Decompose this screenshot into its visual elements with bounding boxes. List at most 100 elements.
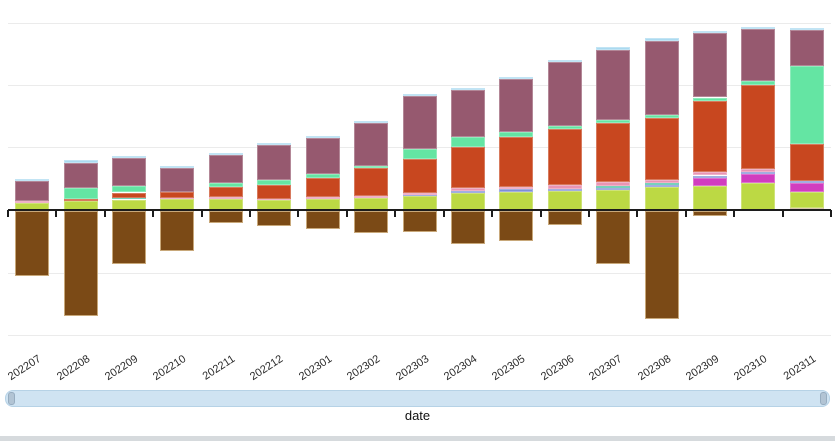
bar-segment-mauve-purple[interactable]	[644, 40, 679, 115]
bar-segment-mauve-purple[interactable]	[692, 33, 727, 98]
bar-segment-brown[interactable]	[692, 211, 727, 216]
bar-segment-lime-green[interactable]	[208, 199, 243, 210]
bar-segment-mauve-purple[interactable]	[208, 154, 243, 183]
bar-segment-mauve-purple[interactable]	[15, 180, 50, 201]
bar-segment-light-blue-cap[interactable]	[112, 155, 147, 159]
bar-segment-brown[interactable]	[547, 211, 582, 225]
bar-segment-cornflower-blue[interactable]	[789, 181, 824, 184]
bar-segment-cornflower-blue[interactable]	[547, 189, 582, 192]
bar-segment-mint-green[interactable]	[692, 97, 727, 101]
bar-segment-mauve-purple[interactable]	[112, 158, 147, 186]
bar-segment-light-blue-cap[interactable]	[354, 121, 389, 124]
bar-segment-mauve-purple[interactable]	[402, 96, 437, 149]
bar-segment-lime-green[interactable]	[402, 196, 437, 210]
bar-segment-mint-green[interactable]	[305, 173, 340, 179]
date-range-scrollbar[interactable]	[5, 390, 830, 407]
bar-segment-pink[interactable]	[208, 197, 243, 199]
bar-segment-pink[interactable]	[305, 196, 340, 199]
bar-segment-red-orange[interactable]	[789, 144, 824, 181]
bar-segment-mint-green[interactable]	[789, 66, 824, 145]
bar-segment-mint-green[interactable]	[499, 132, 534, 137]
bar-segment-brown[interactable]	[644, 211, 679, 319]
bar-segment-mauve-purple[interactable]	[741, 29, 776, 81]
bar-segment-red-orange[interactable]	[208, 186, 243, 198]
bar-segment-mint-green[interactable]	[644, 115, 679, 118]
bar-segment-brown[interactable]	[499, 211, 534, 241]
bar-segment-pink[interactable]	[354, 196, 389, 198]
bar-segment-lime-green[interactable]	[450, 193, 485, 210]
bar-segment-cornflower-blue[interactable]	[741, 171, 776, 174]
bar-segment-teal[interactable]	[112, 197, 147, 200]
bar-segment-pink[interactable]	[741, 169, 776, 172]
bar-segment-red-orange[interactable]	[499, 136, 534, 187]
bar-segment-light-blue-cap[interactable]	[499, 76, 534, 79]
bar-segment-mauve-purple[interactable]	[305, 138, 340, 174]
bar-segment-mint-green[interactable]	[257, 180, 292, 185]
bar-segment-red-orange[interactable]	[63, 198, 98, 201]
bar-segment-brown[interactable]	[208, 211, 243, 223]
bar-segment-mint-green[interactable]	[547, 126, 582, 129]
bar-segment-cornflower-blue[interactable]	[450, 191, 485, 193]
bar-segment-light-blue-cap[interactable]	[547, 60, 582, 63]
bar-segment-light-blue-cap[interactable]	[692, 30, 727, 34]
bar-segment-red-orange[interactable]	[596, 123, 631, 183]
bar-segment-mint-green[interactable]	[741, 80, 776, 85]
bar-segment-brown[interactable]	[354, 211, 389, 233]
bar-segment-red-orange[interactable]	[644, 118, 679, 180]
bar-segment-red-orange[interactable]	[450, 146, 485, 189]
bar-segment-mint-green[interactable]	[402, 149, 437, 159]
bar-segment-mauve-purple[interactable]	[596, 50, 631, 120]
bar-segment-brown[interactable]	[63, 211, 98, 316]
bar-segment-red-orange[interactable]	[741, 85, 776, 169]
bar-segment-teal[interactable]	[644, 183, 679, 185]
bar-segment-pink[interactable]	[160, 197, 195, 200]
bar-segment-magenta[interactable]	[741, 174, 776, 184]
bar-segment-light-blue-cap[interactable]	[15, 178, 50, 181]
bar-segment-red-orange[interactable]	[547, 128, 582, 185]
bar-segment-lime-green[interactable]	[644, 187, 679, 210]
bar-segment-pink[interactable]	[499, 186, 534, 190]
bar-segment-mauve-purple[interactable]	[354, 123, 389, 166]
scrollbar-right-handle[interactable]	[820, 392, 827, 405]
bar-segment-lime-green[interactable]	[354, 198, 389, 210]
bar-segment-mint-green[interactable]	[354, 165, 389, 169]
bar-segment-cornflower-blue[interactable]	[499, 189, 534, 192]
bar-segment-mauve-purple[interactable]	[257, 145, 292, 180]
bar-segment-light-blue-cap[interactable]	[257, 143, 292, 146]
bar-segment-lime-green[interactable]	[499, 191, 534, 210]
bar-segment-pink[interactable]	[644, 179, 679, 183]
bar-segment-mint-green[interactable]	[596, 120, 631, 123]
bar-segment-red-orange[interactable]	[692, 100, 727, 173]
bar-segment-pink[interactable]	[450, 188, 485, 191]
bar-segment-mauve-purple[interactable]	[547, 62, 582, 126]
bar-segment-pink[interactable]	[257, 198, 292, 201]
bar-segment-magenta[interactable]	[692, 178, 727, 186]
bar-segment-cornflower-blue[interactable]	[644, 185, 679, 187]
bar-segment-red-orange[interactable]	[112, 192, 147, 198]
bar-segment-light-blue-cap[interactable]	[305, 136, 340, 139]
bar-segment-teal[interactable]	[596, 185, 631, 188]
bar-segment-mint-green[interactable]	[208, 182, 243, 187]
bar-segment-light-blue-cap[interactable]	[789, 28, 824, 31]
bar-segment-brown[interactable]	[15, 211, 50, 276]
bar-segment-mauve-purple[interactable]	[499, 79, 534, 133]
bar-segment-light-blue-cap[interactable]	[596, 47, 631, 50]
bar-segment-mauve-purple[interactable]	[63, 162, 98, 188]
bar-segment-brown[interactable]	[305, 211, 340, 229]
bar-segment-light-blue-cap[interactable]	[402, 94, 437, 96]
bar-segment-cornflower-blue[interactable]	[402, 194, 437, 196]
bar-segment-lime-green[interactable]	[257, 200, 292, 210]
bar-segment-lime-green[interactable]	[15, 202, 50, 210]
bar-segment-cornflower-blue[interactable]	[596, 188, 631, 190]
bar-segment-lime-green[interactable]	[547, 191, 582, 210]
bar-segment-lime-green[interactable]	[305, 198, 340, 210]
bar-segment-magenta[interactable]	[789, 183, 824, 192]
bar-segment-mauve-purple[interactable]	[160, 168, 195, 192]
bar-segment-mint-green[interactable]	[63, 187, 98, 199]
bar-segment-light-blue-cap[interactable]	[644, 38, 679, 41]
bar-segment-brown[interactable]	[450, 211, 485, 244]
bar-segment-lime-green[interactable]	[63, 200, 98, 210]
bar-segment-mauve-purple[interactable]	[450, 90, 485, 137]
bar-segment-red-orange[interactable]	[160, 191, 195, 198]
bar-segment-mint-green[interactable]	[112, 185, 147, 193]
